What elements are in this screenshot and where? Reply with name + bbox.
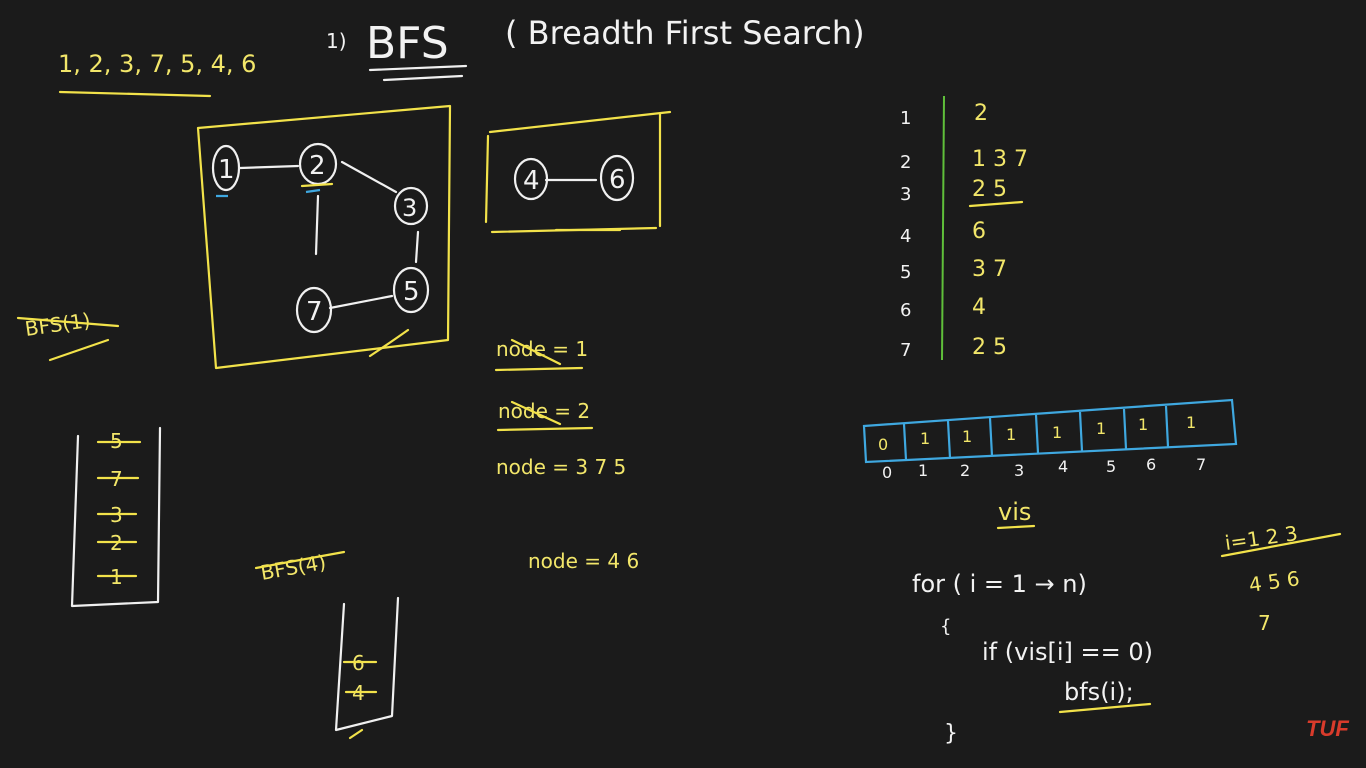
- graph-node-6-label: 6: [609, 165, 626, 195]
- adj-underline: [968, 200, 1024, 208]
- vis-array-border: [862, 398, 1238, 464]
- graph-node-2-label: 2: [309, 151, 326, 181]
- adj-list: 4: [972, 295, 986, 320]
- graph1-edges: [238, 160, 420, 310]
- queue2-container: [334, 596, 400, 732]
- graph-node-6: [599, 154, 635, 202]
- code-call-line: bfs(i);: [1064, 678, 1134, 706]
- adj-list: 2 5: [972, 177, 1007, 202]
- graph-node-4: [513, 157, 549, 201]
- graph2-nodes: 4 6: [513, 154, 635, 202]
- graph-node-4-label: 4: [523, 166, 540, 196]
- vis-index: 0: [882, 463, 892, 482]
- node-note-4: node = 4 6: [528, 549, 639, 573]
- adj-node-label: 1: [900, 108, 911, 129]
- graph-node-3-label: 3: [402, 194, 417, 222]
- graph-node-7: [295, 286, 333, 334]
- code-close-brace: }: [944, 721, 958, 746]
- vis-cell: 1: [1186, 413, 1196, 432]
- adj-node-label: 6: [900, 300, 911, 321]
- adj-node-label: 7: [900, 340, 911, 361]
- adj-node-label: 4: [900, 226, 911, 247]
- title-underline: [368, 64, 468, 82]
- graph-node-5-label: 5: [403, 277, 420, 307]
- traversal-order: 1, 2, 3, 7, 5, 4, 6: [58, 50, 256, 78]
- adjacency-separator: [941, 95, 945, 361]
- node-note-1: node = 1: [496, 337, 588, 361]
- bfs4-strike: [254, 550, 346, 570]
- graph-node-1-label: 1: [218, 155, 235, 185]
- vis-index: 5: [1106, 457, 1116, 476]
- vis-cell: 0: [878, 435, 888, 454]
- node-note-1-strike: [494, 338, 584, 372]
- queue2-strikes: [342, 660, 378, 740]
- code-open-brace: {: [940, 616, 951, 637]
- graph-node-3: [393, 186, 429, 226]
- vis-label: vis: [998, 498, 1031, 526]
- bfs1-strike: [16, 316, 120, 362]
- counter-line-2: 4 5 6: [1247, 566, 1301, 597]
- code-call-underline: [1058, 702, 1152, 714]
- graph1-yellow-marks: [300, 182, 410, 358]
- vis-cell: 1: [1052, 423, 1062, 442]
- node-note-3: node = 3 7 5: [496, 455, 626, 479]
- vis-index: 4: [1058, 457, 1068, 476]
- graph-node-5: [392, 266, 430, 314]
- code-if-line: if (vis[i] == 0): [982, 638, 1153, 666]
- queue1-items: 5 7 3 2 1: [110, 429, 123, 589]
- vis-cell: 1: [1138, 415, 1148, 434]
- vis-index: 7: [1196, 455, 1206, 474]
- title-sub: ( Breadth First Search): [505, 14, 865, 52]
- vis-index: 6: [1146, 455, 1156, 474]
- bfs1-note: BFS(1): [23, 308, 92, 341]
- vis-label-underline: [996, 524, 1036, 530]
- tuf-logo: TUF: [1306, 716, 1349, 741]
- adj-list: 1 3 7: [972, 147, 1028, 172]
- queue1-strikes: [96, 440, 142, 578]
- adj-node-label: 2: [900, 152, 911, 173]
- graph1-nodes: 1 2 3 7 5: [211, 142, 430, 334]
- bfs4-note: BFS(4): [259, 550, 328, 585]
- adj-list: 6: [972, 219, 986, 244]
- vis-array-dividers: [902, 405, 1170, 461]
- graph-node-1: [211, 144, 241, 192]
- queue2-items: 6 4: [352, 651, 365, 705]
- graph-node-7-label: 7: [306, 297, 323, 327]
- vis-cell: 1: [920, 429, 930, 448]
- title-main: BFS: [366, 18, 449, 69]
- order-underline: [58, 90, 212, 98]
- counter-line-1: i=1 2 3: [1223, 521, 1299, 555]
- node-note-2-strike: [496, 400, 594, 432]
- vis-array: 0 1 1 1 1 1 1 1: [862, 398, 1238, 464]
- counter-line-3: 7: [1258, 611, 1271, 635]
- pseudo-code: for ( i = 1 → n) { if (vis[i] == 0) bfs(…: [912, 570, 1153, 746]
- graph1-blue-marks: [216, 188, 321, 198]
- graph1-box: [196, 104, 452, 370]
- counter-line-1-strike: [1220, 532, 1342, 558]
- queue1-container: [70, 426, 162, 608]
- vis-cell: 1: [1006, 425, 1016, 444]
- adj-list: 2 5: [972, 335, 1007, 360]
- vis-cell: 1: [962, 427, 972, 446]
- vis-index: 1: [918, 461, 928, 480]
- vis-cell: 1: [1096, 419, 1106, 438]
- adj-list: 3 7: [972, 257, 1007, 282]
- adjacency-list: 1 2 2 1 3 7 3 2 5 4 6 5 3 7 6 4 7 2 5: [900, 101, 1028, 361]
- adj-node-label: 3: [900, 184, 911, 205]
- adj-node-label: 5: [900, 262, 911, 283]
- code-for-line: for ( i = 1 → n): [912, 570, 1087, 598]
- graph2-box: [484, 110, 672, 234]
- vis-indices: 0 1 2 3 4 5 6 7: [882, 455, 1206, 482]
- adj-list: 2: [974, 101, 988, 126]
- title-number: 1): [326, 29, 347, 53]
- vis-index: 3: [1014, 461, 1024, 480]
- vis-index: 2: [960, 461, 970, 480]
